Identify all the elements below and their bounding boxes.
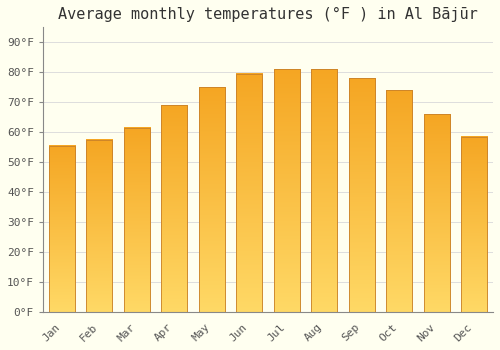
Bar <box>48 146 75 312</box>
Bar <box>124 128 150 312</box>
Bar <box>274 69 300 312</box>
Bar <box>236 74 262 312</box>
Bar <box>424 114 450 312</box>
Bar <box>161 105 188 312</box>
Bar <box>348 78 375 312</box>
Bar <box>86 140 113 312</box>
Bar <box>311 69 338 312</box>
Bar <box>198 87 225 312</box>
Title: Average monthly temperatures (°F ) in Al Bājūr: Average monthly temperatures (°F ) in Al… <box>58 7 478 22</box>
Bar <box>386 90 412 312</box>
Bar <box>461 136 487 312</box>
